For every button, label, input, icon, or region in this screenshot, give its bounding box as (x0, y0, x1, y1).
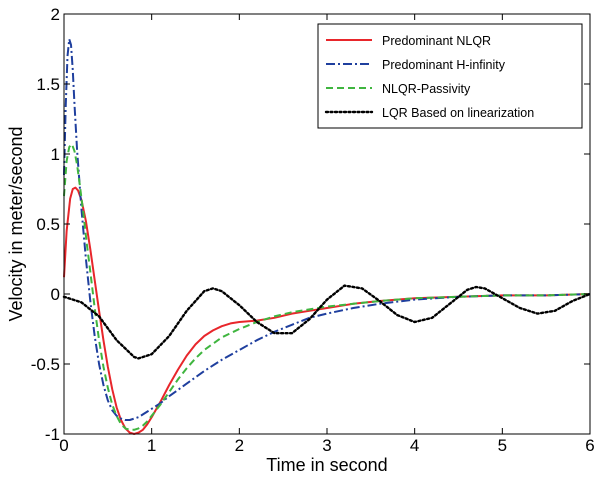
x-tick-label: 3 (322, 436, 331, 455)
legend-label: Predominant H-infinity (382, 58, 506, 72)
x-tick-label: 0 (59, 436, 68, 455)
legend-label: Predominant NLQR (382, 34, 491, 48)
x-tick-label: 4 (410, 436, 419, 455)
y-tick-label: -0.5 (31, 355, 60, 374)
legend: Predominant NLQR Predominant H-infinity NL… (317, 23, 583, 129)
y-tick-label: 1 (51, 145, 60, 164)
legend-label: LQR Based on linearization (382, 106, 534, 120)
series-layer (62, 38, 592, 435)
x-tick-label: 5 (498, 436, 507, 455)
tick-label-layer: 0 1 2 3 4 5 6 -1 -0.5 0 0.5 1 1.5 2 (31, 5, 594, 455)
y-tick-label: -1 (45, 425, 60, 444)
y-tick-label: 0 (51, 285, 60, 304)
x-axis-title: Time in second (266, 455, 387, 474)
legend-items: Predominant NLQR Predominant H-infinity NL… (324, 34, 534, 120)
y-tick-label: 2 (51, 5, 60, 24)
x-tick-label: 6 (585, 436, 594, 455)
legend-label: NLQR-Passivity (382, 82, 471, 96)
y-tick-label: 1.5 (36, 75, 60, 94)
series-line-3 (63, 143, 591, 431)
plot-frame (63, 13, 591, 435)
y-tick-label: 0.5 (36, 215, 60, 234)
y-axis-title: Velocity in meter/second (6, 126, 26, 321)
tick-layer (63, 13, 591, 435)
x-tick-label: 2 (235, 436, 244, 455)
legend-box (317, 23, 583, 129)
series-line-4 (62, 284, 592, 360)
x-tick-label: 1 (147, 436, 156, 455)
